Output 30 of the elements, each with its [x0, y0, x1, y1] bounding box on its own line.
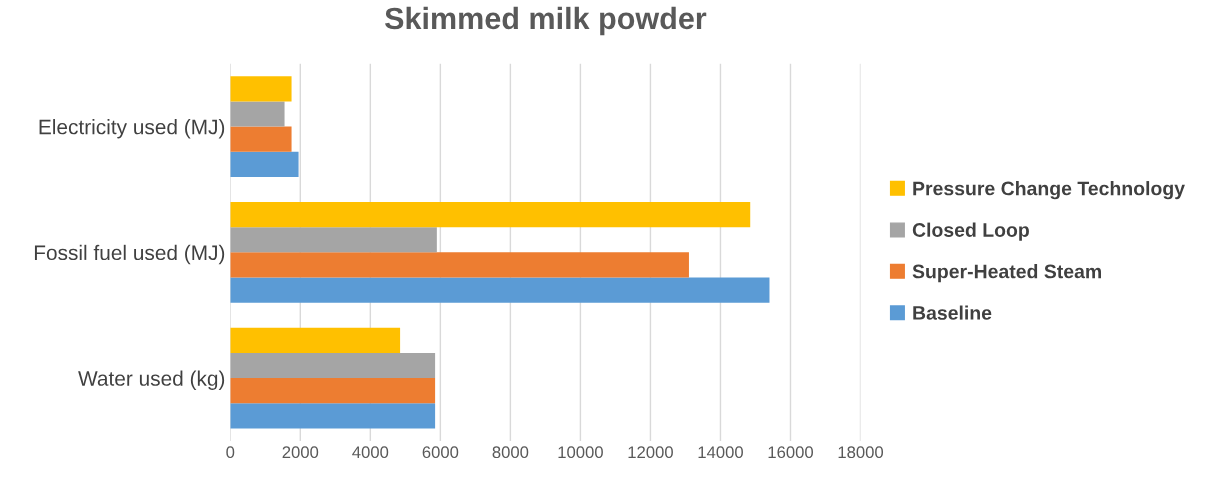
bar: [230, 277, 770, 303]
bar: [230, 101, 285, 127]
legend-label: Super-Heated Steam: [912, 264, 1101, 283]
legend-label: Closed Loop: [912, 222, 1029, 241]
x-tick-label: 14000: [698, 446, 743, 459]
bar: [230, 352, 436, 379]
bar: [230, 252, 689, 278]
bar: [230, 227, 437, 253]
legend-label: Pressure Change Technology: [913, 181, 1185, 200]
x-tick-label: 2000: [282, 446, 319, 459]
x-tick-label: 16000: [768, 446, 814, 459]
x-tick-label: 8000: [492, 446, 529, 459]
y-tick-label: Fossil fuel used (MJ): [34, 244, 225, 265]
bar: [230, 403, 436, 429]
bar: [230, 76, 292, 102]
x-tick-label: 12000: [628, 446, 673, 459]
bar: [230, 202, 751, 228]
x-tick-label: 6000: [422, 446, 459, 459]
chart-title: Skimmed milk powder: [384, 6, 707, 36]
x-tick-label: 0: [226, 446, 235, 459]
y-tick-label: Electricity used (MJ): [39, 119, 225, 139]
x-tick-label: 4000: [352, 446, 389, 459]
x-tick-label: 10000: [558, 446, 603, 459]
y-tick-label: Water used (kg): [78, 370, 225, 390]
bar: [230, 327, 401, 353]
bar: [230, 378, 436, 404]
legend-label: Baseline: [913, 305, 992, 320]
bar: [230, 151, 299, 177]
x-tick-label: 18000: [838, 446, 884, 459]
bar: [230, 126, 292, 152]
